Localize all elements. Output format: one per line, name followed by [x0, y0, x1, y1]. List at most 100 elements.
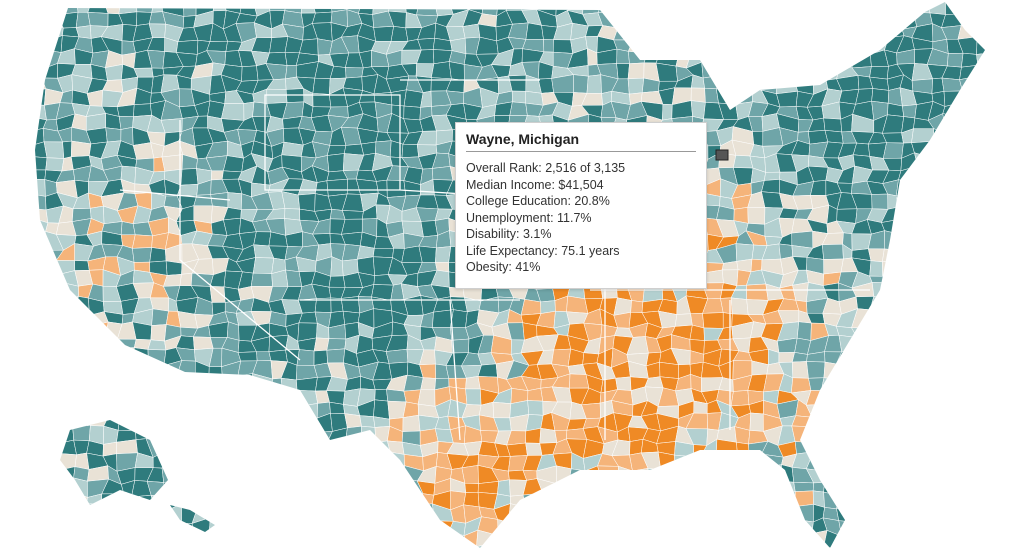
county[interactable] [776, 0, 797, 12]
county[interactable] [181, 479, 197, 496]
county[interactable] [269, 492, 288, 511]
county[interactable] [843, 452, 856, 471]
county[interactable] [90, 404, 110, 417]
county[interactable] [615, 376, 632, 391]
county[interactable] [0, 439, 17, 458]
county[interactable] [163, 479, 184, 496]
county[interactable] [613, 27, 634, 41]
county[interactable] [0, 493, 16, 510]
county[interactable] [280, 440, 300, 458]
county[interactable] [898, 508, 913, 519]
county[interactable] [671, 509, 689, 522]
county[interactable] [926, 426, 945, 440]
county[interactable] [272, 377, 283, 394]
county[interactable] [596, 480, 618, 496]
county[interactable] [526, 545, 544, 554]
county[interactable] [643, 10, 663, 25]
county[interactable] [987, 363, 1003, 377]
county[interactable] [835, 363, 859, 380]
county[interactable] [420, 377, 437, 391]
county[interactable] [992, 118, 1002, 129]
county[interactable] [851, 327, 874, 338]
county[interactable] [221, 441, 242, 457]
county[interactable] [766, 546, 779, 554]
county[interactable] [990, 469, 1008, 483]
county[interactable] [356, 542, 378, 554]
county[interactable] [59, 349, 74, 367]
county[interactable] [911, 300, 934, 315]
county[interactable] [0, 401, 17, 418]
county[interactable] [932, 287, 948, 302]
county[interactable] [993, 183, 1003, 195]
county[interactable] [929, 535, 948, 548]
county[interactable] [611, 0, 632, 16]
county[interactable] [883, 441, 904, 456]
county[interactable] [854, 467, 873, 481]
county[interactable] [15, 314, 34, 327]
county[interactable] [265, 52, 288, 66]
county[interactable] [735, 519, 753, 533]
county[interactable] [148, 547, 170, 554]
county[interactable] [62, 311, 77, 326]
county[interactable] [776, 74, 799, 95]
county[interactable] [898, 465, 919, 483]
county[interactable] [132, 364, 151, 375]
county[interactable] [751, 505, 767, 524]
county[interactable] [1020, 390, 1024, 406]
county[interactable] [1020, 492, 1024, 507]
county[interactable] [388, 545, 409, 554]
county[interactable] [132, 373, 151, 394]
county[interactable] [477, 481, 499, 495]
county[interactable] [0, 504, 14, 519]
county[interactable] [118, 404, 137, 419]
county[interactable] [973, 217, 992, 236]
county[interactable] [373, 26, 394, 42]
county[interactable] [28, 441, 46, 455]
county[interactable] [674, 454, 695, 471]
county[interactable] [62, 140, 72, 159]
county[interactable] [327, 153, 345, 173]
county[interactable] [747, 22, 766, 38]
county[interactable] [343, 544, 363, 554]
county[interactable] [971, 166, 993, 186]
county[interactable] [911, 426, 934, 445]
county[interactable] [898, 441, 916, 455]
county[interactable] [941, 400, 960, 417]
county[interactable] [1016, 194, 1024, 211]
county[interactable] [626, 535, 648, 546]
county[interactable] [41, 282, 64, 301]
county[interactable] [0, 339, 16, 354]
county[interactable] [929, 543, 948, 554]
county[interactable] [162, 414, 179, 429]
county[interactable] [898, 491, 915, 511]
county[interactable] [990, 140, 1007, 159]
county[interactable] [586, 74, 602, 94]
county[interactable] [993, 129, 1005, 143]
county[interactable] [870, 453, 884, 472]
county[interactable] [988, 492, 1004, 509]
county[interactable] [675, 0, 690, 17]
county[interactable] [132, 247, 152, 263]
county[interactable] [778, 532, 797, 548]
county[interactable] [747, 12, 766, 27]
county[interactable] [1002, 374, 1023, 392]
county[interactable] [898, 453, 919, 472]
county[interactable] [581, 483, 603, 496]
county[interactable] [160, 388, 185, 407]
county[interactable] [497, 519, 509, 536]
county[interactable] [255, 438, 274, 457]
county[interactable] [493, 542, 515, 554]
county[interactable] [931, 491, 948, 507]
county[interactable] [735, 61, 754, 80]
county[interactable] [927, 154, 945, 169]
county[interactable] [14, 494, 30, 508]
county[interactable] [865, 349, 886, 365]
county[interactable] [991, 221, 1008, 234]
county[interactable] [884, 230, 904, 251]
county[interactable] [1002, 401, 1023, 419]
county[interactable] [686, 9, 706, 25]
county[interactable] [866, 478, 888, 498]
county[interactable] [941, 77, 963, 92]
county[interactable] [181, 464, 194, 483]
county[interactable] [990, 23, 1006, 42]
